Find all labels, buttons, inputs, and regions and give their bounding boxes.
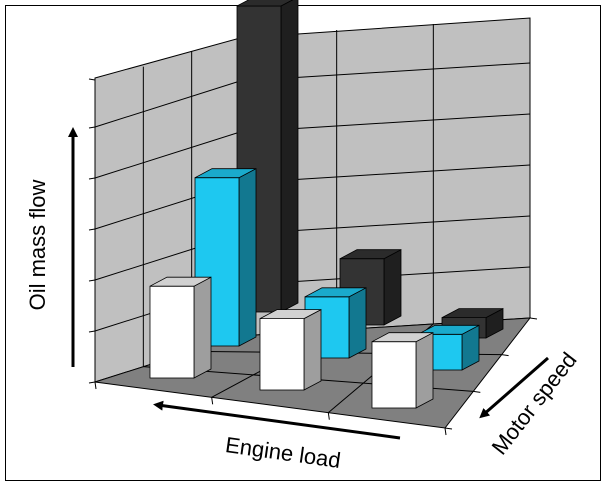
bar-top-face [371, 332, 434, 343]
x-tick [211, 397, 214, 405]
bar-top-face [441, 308, 504, 319]
bar-top-face [149, 276, 212, 287]
bars [149, 0, 504, 409]
x-tick [327, 412, 330, 420]
z-tick [529, 317, 538, 320]
bar-front-face [149, 285, 195, 379]
bar-side-face [348, 287, 367, 359]
z-tick [473, 390, 481, 393]
y-axis-label: Oil mass flow [25, 179, 50, 310]
x-tick [444, 427, 447, 436]
bar-top-face [236, 0, 294, 7]
y-tick [88, 78, 96, 81]
z-tick [501, 354, 509, 357]
bar-side-face [238, 168, 257, 347]
bar-front-face [259, 318, 305, 391]
y-tick [88, 177, 96, 180]
bar-front-face [371, 341, 417, 409]
bar [259, 308, 322, 391]
bar-top-face [339, 249, 402, 260]
bar-top-face [259, 309, 322, 320]
bar-top-face [304, 287, 367, 298]
z-axis-arrow [479, 356, 549, 419]
axis-ticks [88, 78, 538, 436]
x-tick [94, 381, 97, 390]
bar [149, 276, 212, 379]
y-tick [88, 381, 96, 384]
y-tick [88, 228, 96, 231]
bar-side-face [193, 276, 212, 379]
bar-side-face [383, 249, 402, 326]
bar [371, 332, 434, 409]
z-tick [444, 427, 453, 430]
bar-side-face [303, 308, 322, 391]
bar-side-face [280, 0, 299, 313]
y-tick [88, 126, 96, 129]
y-tick [88, 330, 96, 333]
bar-top-face [417, 324, 480, 335]
x-axis-arrow [153, 400, 401, 440]
bar-top-face [194, 168, 257, 179]
y-tick [88, 279, 96, 282]
bar-side-face [415, 332, 434, 409]
